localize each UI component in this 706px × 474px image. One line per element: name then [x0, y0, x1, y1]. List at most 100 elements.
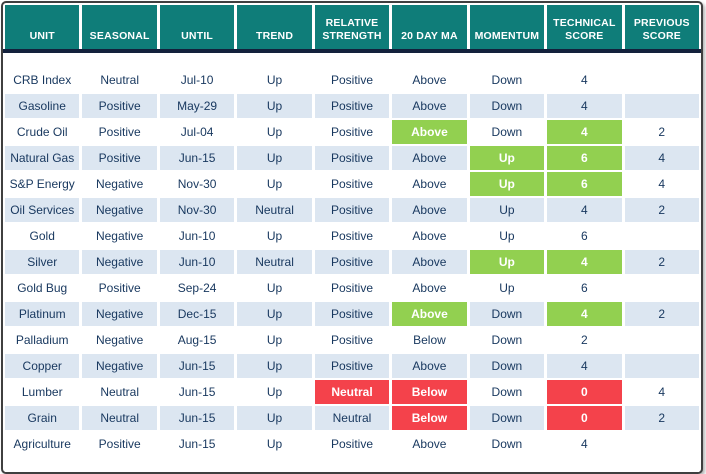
cell-palladium-relative-strength: Positive — [314, 328, 390, 352]
cell-s-p-energy-technical-score: 6 — [547, 172, 622, 196]
cell-crb-index-unit: CRB Index — [5, 68, 80, 92]
cell-oil-services-until: Nov-30 — [159, 198, 235, 222]
cell-crude-oil-until: Jul-04 — [159, 120, 235, 144]
cell-grain-trend: Up — [237, 406, 312, 430]
header-cell-seasonal: SEASONAL — [82, 5, 157, 49]
cell-agriculture-seasonal: Positive — [82, 432, 157, 456]
cell-s-p-energy-20-day-ma: Above — [392, 172, 467, 196]
cell-palladium-until: Aug-15 — [159, 328, 235, 352]
cell-silver-trend: Neutral — [237, 250, 312, 274]
cell-platinum-trend: Up — [237, 302, 312, 326]
cell-gold-bug-seasonal: Positive — [82, 276, 157, 300]
cell-gold-unit: Gold — [5, 224, 80, 248]
cell-natural-gas-technical-score: 6 — [547, 146, 622, 170]
cell-gasoline-trend: Up — [237, 94, 312, 118]
cell-platinum-previous-score: 2 — [624, 302, 699, 326]
cell-oil-services-seasonal: Negative — [82, 198, 157, 222]
cell-gold-relative-strength: Positive — [314, 224, 390, 248]
cell-s-p-energy-previous-score: 4 — [624, 172, 699, 196]
cell-natural-gas-momentum: Up — [469, 146, 545, 170]
cell-s-p-energy-until: Nov-30 — [159, 172, 235, 196]
cell-lumber-previous-score: 4 — [624, 380, 699, 404]
cell-natural-gas-relative-strength: Positive — [314, 146, 390, 170]
cell-s-p-energy-seasonal: Negative — [82, 172, 157, 196]
cell-platinum-20-day-ma: Above — [392, 302, 467, 326]
cell-agriculture-technical-score: 4 — [547, 432, 622, 456]
cell-grain-momentum: Down — [469, 406, 545, 430]
cell-lumber-seasonal: Neutral — [82, 380, 157, 404]
cell-crb-index-relative-strength: Positive — [314, 68, 390, 92]
cell-grain-unit: Grain — [5, 406, 80, 430]
cell-crb-index-technical-score: 4 — [547, 68, 622, 92]
cell-copper-unit: Copper — [5, 354, 80, 378]
header-divider — [3, 49, 701, 53]
cell-gold-bug-previous-score — [624, 276, 699, 300]
header-cell-momentum: MOMENTUM — [469, 5, 545, 49]
cell-silver-seasonal: Negative — [82, 250, 157, 274]
cell-agriculture-momentum: Down — [469, 432, 545, 456]
cell-crude-oil-relative-strength: Positive — [314, 120, 390, 144]
cell-crb-index-trend: Up — [237, 68, 312, 92]
cell-crude-oil-unit: Crude Oil — [5, 120, 80, 144]
cell-lumber-relative-strength: Neutral — [314, 380, 390, 404]
cell-copper-20-day-ma: Above — [392, 354, 467, 378]
cell-silver-until: Jun-10 — [159, 250, 235, 274]
cell-lumber-20-day-ma: Below — [392, 380, 467, 404]
cell-platinum-relative-strength: Positive — [314, 302, 390, 326]
cell-oil-services-momentum: Up — [469, 198, 545, 222]
cell-palladium-technical-score: 2 — [547, 328, 622, 352]
cell-crb-index-20-day-ma: Above — [392, 68, 467, 92]
cell-s-p-energy-unit: S&P Energy — [5, 172, 80, 196]
header-cell-trend: TREND — [237, 5, 312, 49]
cell-oil-services-unit: Oil Services — [5, 198, 80, 222]
cell-gasoline-unit: Gasoline — [5, 94, 80, 118]
cell-copper-technical-score: 4 — [547, 354, 622, 378]
cell-agriculture-unit: Agriculture — [5, 432, 80, 456]
cell-natural-gas-seasonal: Positive — [82, 146, 157, 170]
cell-grain-previous-score: 2 — [624, 406, 699, 430]
cell-gasoline-technical-score: 4 — [547, 94, 622, 118]
cell-palladium-20-day-ma: Below — [392, 328, 467, 352]
cell-palladium-seasonal: Negative — [82, 328, 157, 352]
cell-lumber-momentum: Down — [469, 380, 545, 404]
cell-grain-seasonal: Neutral — [82, 406, 157, 430]
cell-palladium-unit: Palladium — [5, 328, 80, 352]
cell-crude-oil-20-day-ma: Above — [392, 120, 467, 144]
cell-copper-previous-score — [624, 354, 699, 378]
cell-agriculture-previous-score — [624, 432, 699, 456]
cell-palladium-momentum: Down — [469, 328, 545, 352]
cell-platinum-momentum: Down — [469, 302, 545, 326]
table-header-row: UNIT SEASONAL UNTIL TREND RELATIVE STRENGTH 2… — [5, 5, 699, 49]
cell-copper-until: Jun-15 — [159, 354, 235, 378]
cell-s-p-energy-momentum: Up — [469, 172, 545, 196]
table-body: CRB Index Neutral Jul-10 Up Positive Above Dow… — [5, 53, 699, 472]
cell-natural-gas-previous-score: 4 — [624, 146, 699, 170]
cell-agriculture-relative-strength: Positive — [314, 432, 390, 456]
cell-palladium-previous-score — [624, 328, 699, 352]
cell-natural-gas-trend: Up — [237, 146, 312, 170]
cell-lumber-unit: Lumber — [5, 380, 80, 404]
cell-palladium-trend: Up — [237, 328, 312, 352]
cell-platinum-seasonal: Negative — [82, 302, 157, 326]
cell-platinum-unit: Platinum — [5, 302, 80, 326]
cell-lumber-technical-score: 0 — [547, 380, 622, 404]
cell-grain-20-day-ma: Below — [392, 406, 467, 430]
cell-gold-previous-score — [624, 224, 699, 248]
cell-gold-bug-momentum: Up — [469, 276, 545, 300]
cell-crb-index-seasonal: Neutral — [82, 68, 157, 92]
cell-grain-relative-strength: Neutral — [314, 406, 390, 430]
cell-natural-gas-until: Jun-15 — [159, 146, 235, 170]
cell-s-p-energy-trend: Up — [237, 172, 312, 196]
cell-agriculture-trend: Up — [237, 432, 312, 456]
cell-gold-seasonal: Negative — [82, 224, 157, 248]
cell-platinum-technical-score: 4 — [547, 302, 622, 326]
cell-gasoline-relative-strength: Positive — [314, 94, 390, 118]
cell-gold-bug-relative-strength: Positive — [314, 276, 390, 300]
cell-gold-until: Jun-10 — [159, 224, 235, 248]
cell-crude-oil-momentum: Down — [469, 120, 545, 144]
cell-gasoline-20-day-ma: Above — [392, 94, 467, 118]
cell-copper-momentum: Down — [469, 354, 545, 378]
cell-oil-services-trend: Neutral — [237, 198, 312, 222]
